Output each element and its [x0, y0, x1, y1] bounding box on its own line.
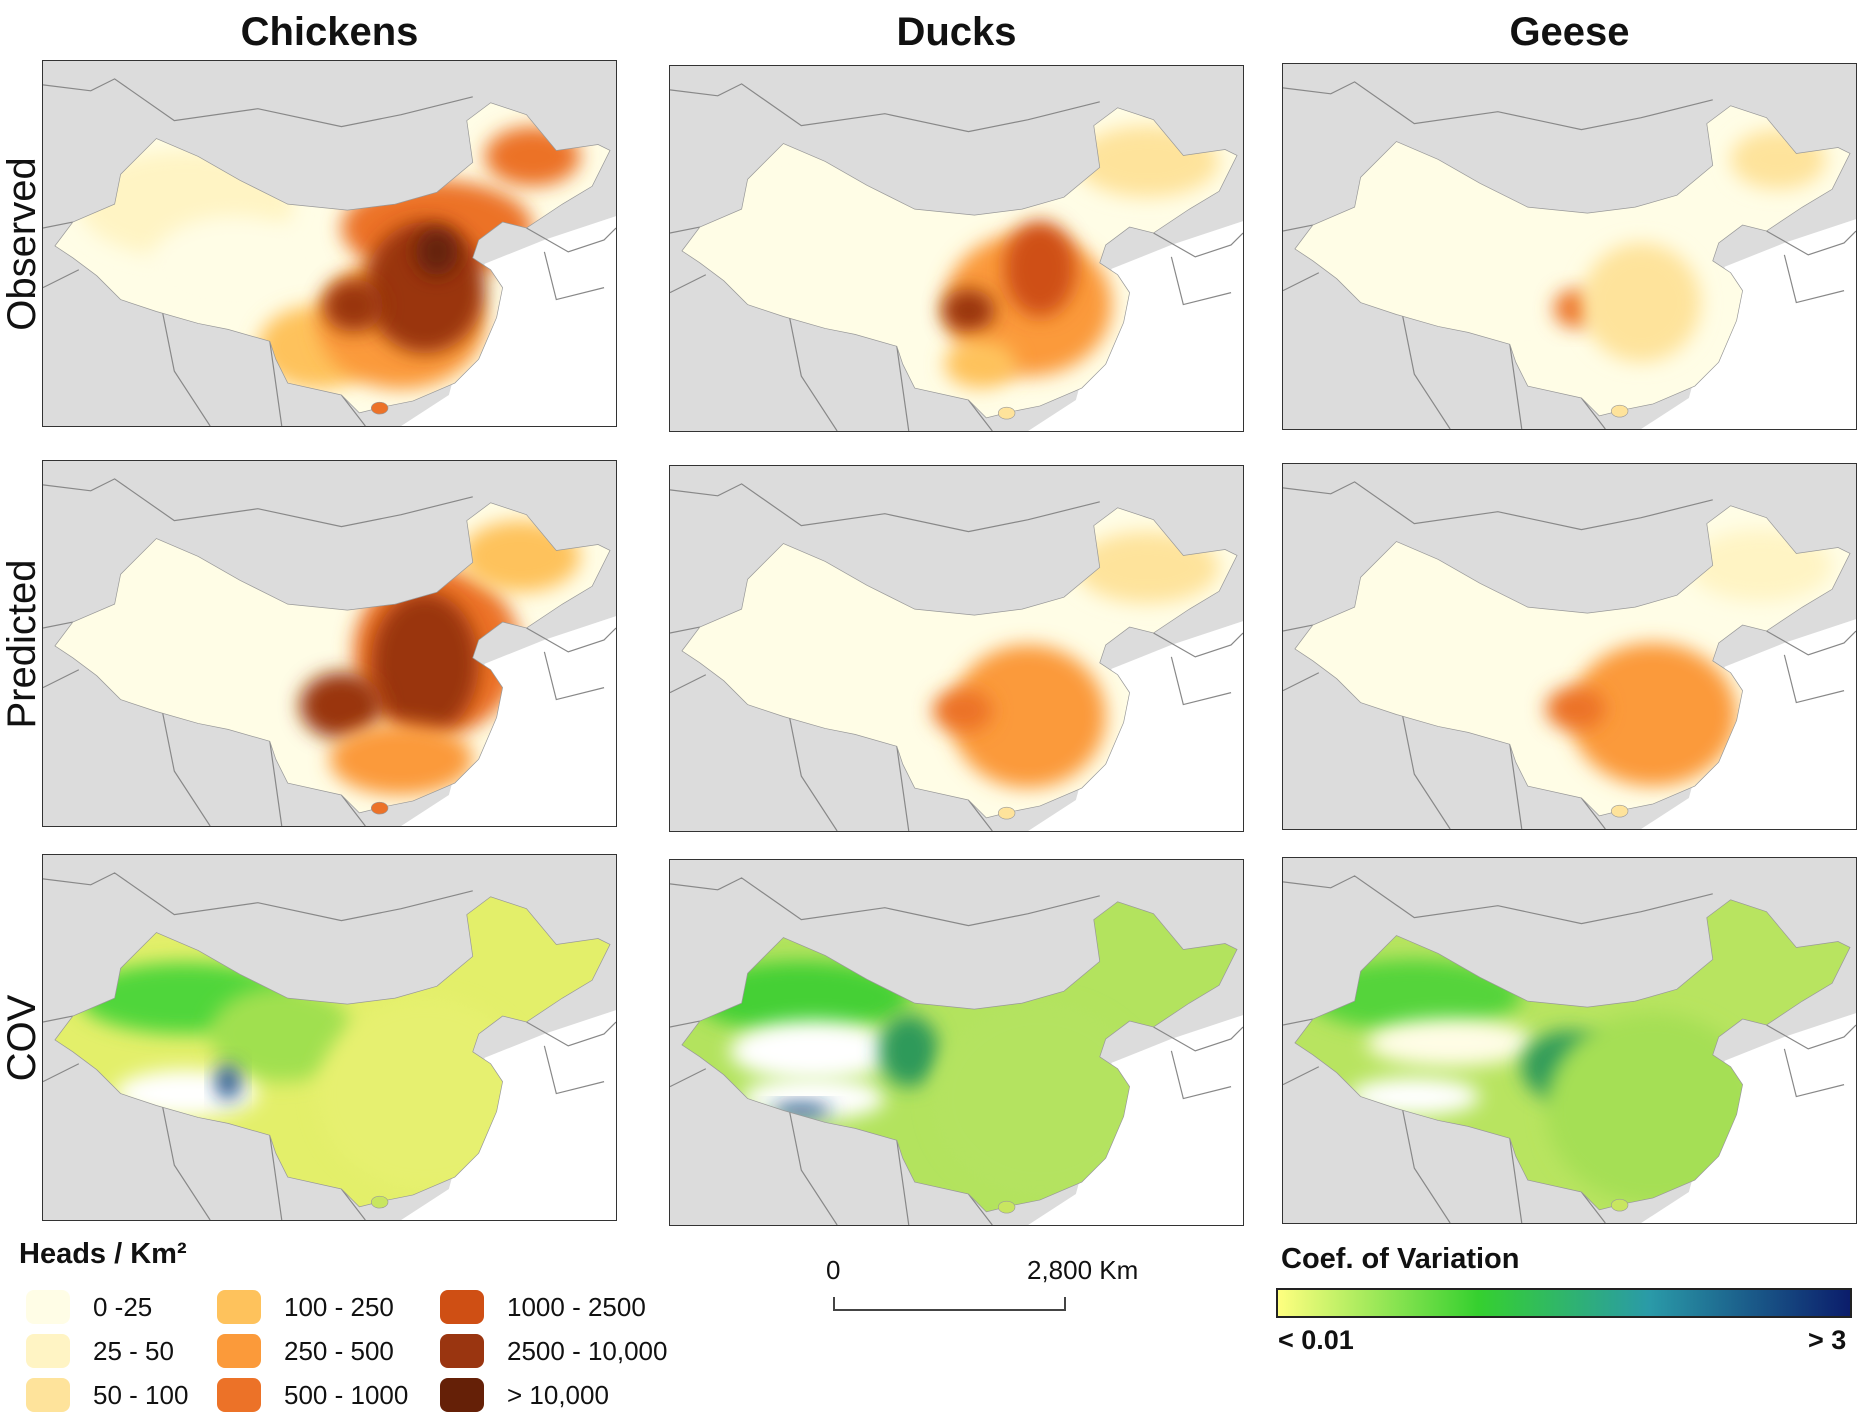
legend-swatch [440, 1378, 484, 1412]
hainan-island [997, 806, 1016, 820]
legend-label: 2500 - 10,000 [507, 1336, 668, 1366]
density-region [1075, 531, 1220, 604]
scale-bar-start-label: 0 [826, 1255, 841, 1285]
density-region [1569, 642, 1737, 787]
density-region [371, 592, 479, 736]
neighbor-borders [670, 83, 1243, 431]
density-region [210, 986, 354, 1082]
density-region [1075, 125, 1220, 198]
hainan-island [370, 801, 389, 815]
cov-max-label: > 3 [1808, 1325, 1847, 1355]
density-region [415, 227, 459, 276]
legend-swatch [440, 1290, 484, 1324]
density-region [1348, 1077, 1480, 1116]
legend-label: 500 - 1000 [284, 1380, 409, 1410]
hainan-island [1610, 804, 1629, 818]
density-region [1004, 221, 1076, 317]
cov-legend-title: Coef. of Variation [1281, 1243, 1520, 1275]
map-ducks-predicted [669, 465, 1244, 832]
density-region [942, 289, 995, 332]
density-region [1545, 687, 1606, 730]
density-legend-title: Heads / Km² [19, 1238, 187, 1270]
density-region [299, 672, 384, 739]
neighbor-borders [1283, 875, 1856, 1223]
hainan-island [997, 406, 1016, 420]
cov-color-ramp [1276, 1288, 1852, 1318]
density-region [932, 1003, 1148, 1194]
density-region [1366, 1019, 1534, 1067]
row-label-cov: COV [0, 994, 44, 1082]
legend-swatch [217, 1290, 261, 1324]
density-region [216, 1063, 240, 1100]
density-region [693, 961, 909, 1033]
density-region [329, 723, 473, 795]
neighbor-borders [43, 872, 616, 1220]
legend-swatch [440, 1334, 484, 1368]
neighbor-borders [1283, 481, 1856, 829]
map-chickens-observed [42, 60, 617, 427]
hainan-island [370, 401, 389, 415]
map-chickens-cov [42, 854, 617, 1221]
density-region [932, 689, 993, 732]
map-geese-observed [1282, 63, 1857, 430]
density-region [150, 216, 318, 312]
column-title-ducks: Ducks [896, 10, 1017, 54]
density-region [944, 340, 1017, 389]
legend-label: > 10,000 [507, 1380, 609, 1410]
density-region [1306, 959, 1522, 1031]
legend-swatch [26, 1334, 70, 1368]
map-geese-cov [1282, 857, 1857, 1224]
density-region [729, 1021, 897, 1081]
scale-bar-end-label: 2,800 Km [1027, 1255, 1139, 1285]
map-geese-predicted [1282, 463, 1857, 830]
density-region [460, 520, 581, 593]
neighbor-borders [670, 483, 1243, 831]
neighbor-borders [43, 478, 616, 826]
legend-label: 250 - 500 [284, 1336, 394, 1366]
density-region [1581, 242, 1701, 363]
map-ducks-cov [669, 859, 1244, 1226]
map-chickens-predicted [42, 460, 617, 827]
legend-label: 100 - 250 [284, 1292, 394, 1322]
density-region [323, 279, 384, 332]
cov-min-label: < 0.01 [1278, 1325, 1354, 1355]
density-region [1688, 529, 1833, 602]
hainan-island [1610, 404, 1629, 418]
legend-swatch [217, 1378, 261, 1412]
legend-swatch [217, 1334, 261, 1368]
legend-swatch [26, 1290, 70, 1324]
hainan-island [370, 1195, 389, 1209]
legend-label: 1000 - 2500 [507, 1292, 646, 1322]
column-title-geese: Geese [1509, 10, 1630, 54]
density-region [1730, 129, 1827, 190]
hainan-island [997, 1200, 1016, 1214]
legend-label: 50 - 100 [93, 1380, 189, 1410]
map-ducks-observed [669, 65, 1244, 432]
scale-bar [833, 1297, 1066, 1311]
density-region [484, 126, 581, 187]
density-region [1545, 1013, 1761, 1204]
neighbor-borders [1283, 81, 1856, 429]
hainan-island [1610, 1198, 1629, 1212]
legend-label: 25 - 50 [93, 1336, 174, 1366]
column-title-chickens: Chickens [240, 10, 419, 54]
neighbor-borders [43, 78, 616, 426]
neighbor-borders [670, 877, 1243, 1225]
row-label-predicted: Predicted [0, 559, 44, 729]
density-region [950, 644, 1106, 789]
legend-label: 0 -25 [93, 1292, 153, 1322]
row-label-observed: Observed [0, 157, 44, 331]
density-region [878, 1015, 939, 1087]
legend-swatch [26, 1378, 70, 1412]
